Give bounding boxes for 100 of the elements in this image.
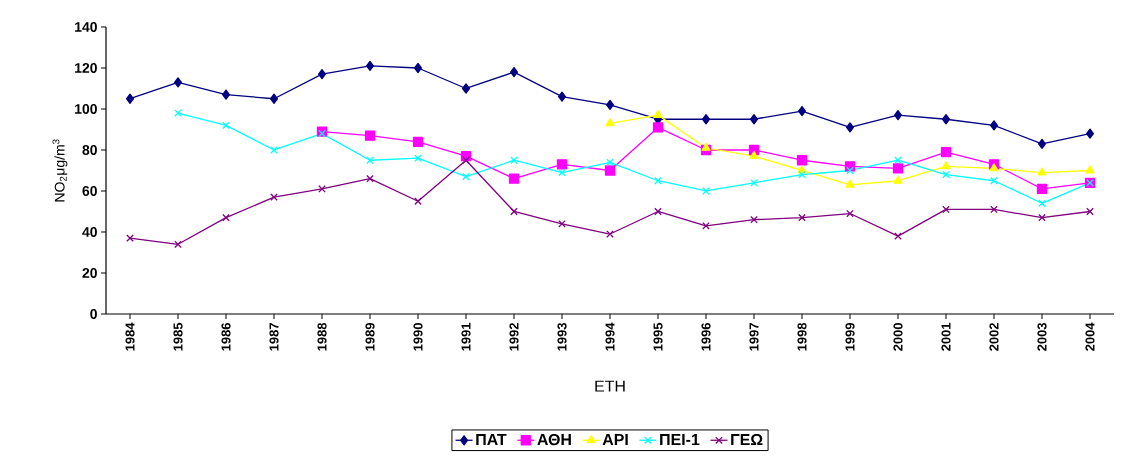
point [412,136,424,147]
point [270,146,278,154]
point [221,89,231,100]
y-tick-label: 140 [75,22,97,32]
point [893,109,903,121]
x-tick-label: 2003 [1037,322,1047,351]
point [1085,165,1095,174]
point [508,173,520,184]
y-axis-title: NO$_{2}$μg/m$^{3}$ [52,139,68,202]
x-tick-label: 1992 [509,323,519,351]
point [941,114,951,125]
x-tick-label: 1998 [797,322,807,351]
point [941,161,951,170]
point [653,109,663,119]
y-tick-label: 20 [82,268,97,278]
x-tick-label: 2001 [941,322,951,351]
point [173,77,183,88]
point [990,205,998,214]
point [1038,213,1046,222]
point [222,121,230,130]
x-tick-label: 1997 [749,323,759,351]
point [989,163,999,172]
point [940,146,952,158]
point [845,122,855,133]
x-tick-label: 1987 [269,323,279,351]
y-tick-label: 40 [82,227,97,237]
point [509,66,519,78]
point [894,232,902,240]
point [174,240,182,249]
point [1086,207,1094,216]
point [701,114,711,125]
x-tick-label: 1999 [845,323,855,351]
x-tick-label: 1988 [317,322,327,351]
point [510,156,518,165]
point [654,176,662,185]
point [749,150,759,160]
point [461,83,471,94]
point [414,197,422,206]
point [605,118,615,127]
point [701,142,711,151]
point [894,156,902,165]
point [654,207,662,216]
legend-label: ΠΑΤ [476,434,507,445]
point [750,215,758,224]
point [364,130,376,141]
point [1037,138,1047,149]
point [606,158,614,167]
point [798,170,806,179]
y-tick-label: 0 [90,309,97,319]
point [125,93,135,104]
point [1036,183,1048,195]
point [846,209,854,218]
point [846,166,854,175]
x-tick-label: 1984 [125,322,135,351]
point [604,165,616,176]
x-tick-label: 1989 [365,323,375,351]
point [750,178,758,187]
point [798,213,806,222]
point [1038,199,1046,208]
point [1085,128,1095,139]
x-tick-label: 2004 [1085,322,1095,351]
point [652,122,664,133]
point [270,193,278,201]
point [702,222,710,230]
point [749,114,759,125]
legend-label: ΠΕΙ-1 [660,434,700,445]
point [892,163,904,174]
legend-label: ΑΡΙ [602,434,628,445]
x-tick-label: 1990 [413,323,423,351]
point [269,93,279,104]
point [797,105,807,117]
x-tick-label: 1991 [461,322,471,351]
point [366,156,374,165]
point [893,175,903,184]
x-tick-label: 1994 [605,322,615,351]
point [845,179,855,188]
y-tick-label: 80 [82,145,97,155]
point [558,219,566,228]
x-tick-label: 1985 [173,322,183,351]
point [942,170,950,179]
point [942,205,950,214]
y-tick-label: 100 [75,104,97,114]
legend-label: ΑΘΗ [537,433,571,446]
point [557,91,567,102]
x-tick-label: 2000 [893,323,903,351]
point [605,99,615,111]
point [558,168,566,177]
point [510,207,518,216]
x-axis-title: ΕΤΗ [595,380,625,392]
point [413,62,423,74]
point [1037,167,1047,176]
point [414,154,422,163]
point [366,174,374,183]
x-tick-label: 1986 [221,322,231,351]
y-tick-label: 120 [75,63,97,73]
y-tick-label: 60 [82,186,97,196]
x-tick-label: 1995 [653,322,663,351]
x-tick-label: 2002 [989,323,999,351]
point [990,176,998,185]
point [989,120,999,131]
